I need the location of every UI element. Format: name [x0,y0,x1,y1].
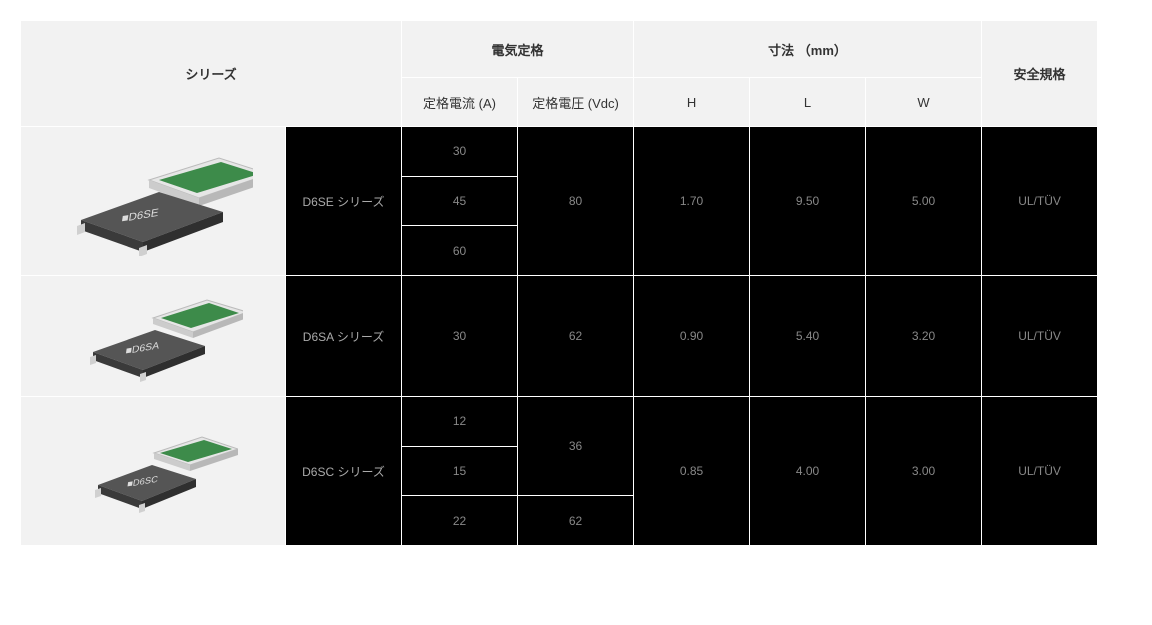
chip-icon: ■D6SE [53,146,253,256]
cell-current: 30 [402,276,518,397]
col-dimensions: 寸法 （mm） [634,21,982,78]
cell-h: 0.85 [634,397,750,546]
cell-l: 9.50 [750,127,866,276]
chip-icon: ■D6SC [68,421,238,521]
data-row-d6sa: ■D6SA D6SA シリーズ 30 62 0.90 5.40 3.20 UL/… [21,276,1152,397]
product-image-d6sa: ■D6SA [21,276,286,397]
cell-current: 60 [402,226,518,276]
col-w: W [866,78,982,127]
cell-voltage: 62 [518,276,634,397]
cell-h: 0.90 [634,276,750,397]
series-name-d6sc: D6SC シリーズ [286,397,402,546]
col-electrical: 電気定格 [402,21,634,78]
cell-voltage: 80 [518,127,634,276]
cell-safety: UL/TÜV [982,397,1098,546]
chip-icon: ■D6SA [63,288,243,384]
series-name-d6se: D6SE シリーズ [286,127,402,276]
cell-l: 4.00 [750,397,866,546]
cell-w: 3.20 [866,276,982,397]
spec-table: シリーズ 電気定格 寸法 （mm） 安全規格 定格電流 (A) 定格電圧 (Vd… [20,20,1152,546]
col-h: H [634,78,750,127]
col-l: L [750,78,866,127]
col-series: シリーズ [21,21,402,127]
cell-current: 45 [402,176,518,226]
col-safety: 安全規格 [982,21,1098,127]
cell-voltage: 62 [518,496,634,546]
cell-w: 3.00 [866,397,982,546]
cell-w: 5.00 [866,127,982,276]
cell-current: 15 [402,446,518,496]
data-row-d6se: ■D6SE D6SE シリーズ 30 80 1.70 9.50 5.00 UL/… [21,127,1152,177]
col-rated-current: 定格電流 (A) [402,78,518,127]
cell-safety: UL/TÜV [982,127,1098,276]
cell-h: 1.70 [634,127,750,276]
col-rated-voltage: 定格電圧 (Vdc) [518,78,634,127]
cell-current: 22 [402,496,518,546]
cell-current: 12 [402,397,518,447]
header-row-1: シリーズ 電気定格 寸法 （mm） 安全規格 [21,21,1152,78]
cell-voltage: 36 [518,397,634,496]
data-row-d6sc: ■D6SC D6SC シリーズ 12 36 0.85 4.00 3.00 UL/… [21,397,1152,447]
series-name-d6sa: D6SA シリーズ [286,276,402,397]
cell-l: 5.40 [750,276,866,397]
cell-safety: UL/TÜV [982,276,1098,397]
product-image-d6sc: ■D6SC [21,397,286,546]
cell-current: 30 [402,127,518,177]
product-image-d6se: ■D6SE [21,127,286,276]
